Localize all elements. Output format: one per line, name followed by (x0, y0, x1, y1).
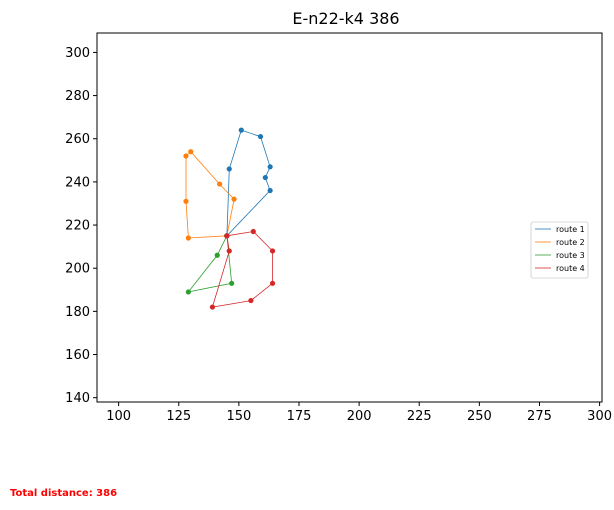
route-4-line (211, 231, 273, 308)
route-4-point (269, 248, 276, 254)
route-4-point (226, 248, 232, 254)
route-1-line (226, 129, 271, 237)
legend: route 1 route 2 route 3 route 4 (530, 221, 589, 279)
x-tick-label: 225 (407, 409, 432, 424)
x-tick-label: 250 (467, 409, 492, 424)
x-tick-label: 150 (226, 409, 251, 424)
x-tick-label: 125 (166, 409, 191, 424)
x-tick-label: 275 (527, 409, 552, 424)
route-4-point (250, 228, 256, 235)
route-1-point (267, 187, 273, 194)
route-2-point (217, 181, 223, 187)
route-1-point (267, 164, 273, 170)
route-2-line (185, 151, 235, 239)
route-2-point (188, 149, 194, 155)
legend-label: route 4 (556, 264, 585, 273)
y-tick-label: 240 (65, 175, 90, 190)
legend-box (530, 221, 589, 279)
route-3-point (229, 280, 235, 286)
series-group (183, 127, 276, 310)
route-3-point (214, 252, 220, 258)
route-1-series (224, 127, 273, 239)
y-tick-label: 300 (65, 46, 90, 61)
legend-label: route 2 (556, 238, 585, 247)
route-2-point (231, 196, 237, 202)
route-1-point (262, 174, 268, 181)
legend-label: route 1 (556, 225, 585, 234)
route-1-point (257, 133, 264, 140)
x-tick-label: 200 (347, 409, 372, 424)
y-tick-label: 260 (65, 132, 90, 147)
y-tick-label: 200 (65, 262, 90, 277)
route-3-series (185, 233, 235, 295)
route-4-point (248, 297, 254, 304)
route-3-point (185, 289, 191, 295)
x-tick-label: 300 (587, 409, 612, 424)
axes: 100 125 150 175 200 225 250 275 300 140 160 180 200 2… (65, 32, 612, 424)
x-tick-label: 175 (287, 409, 312, 424)
plot-frame (96, 32, 603, 403)
route-2-point (185, 235, 191, 241)
total-distance-label: Total distance: 386 (10, 488, 118, 499)
y-tick-label: 280 (65, 89, 90, 104)
y-tick-label: 180 (65, 305, 90, 320)
chart-title: E-n22-k4 386 (292, 9, 399, 28)
route-4-series (209, 228, 276, 310)
route-4-point (269, 280, 276, 286)
y-tick-label: 140 (65, 391, 90, 406)
route-2-point (183, 198, 189, 204)
route-4-point (209, 304, 216, 310)
x-tick-label: 100 (106, 409, 131, 424)
y-tick-label: 220 (65, 219, 90, 234)
y-tick-label: 160 (65, 348, 90, 363)
legend-label: route 3 (556, 251, 585, 260)
route-1-point (238, 127, 244, 133)
route-1-point (226, 166, 232, 172)
route-2-point (183, 153, 189, 159)
route-4-point (224, 233, 230, 239)
